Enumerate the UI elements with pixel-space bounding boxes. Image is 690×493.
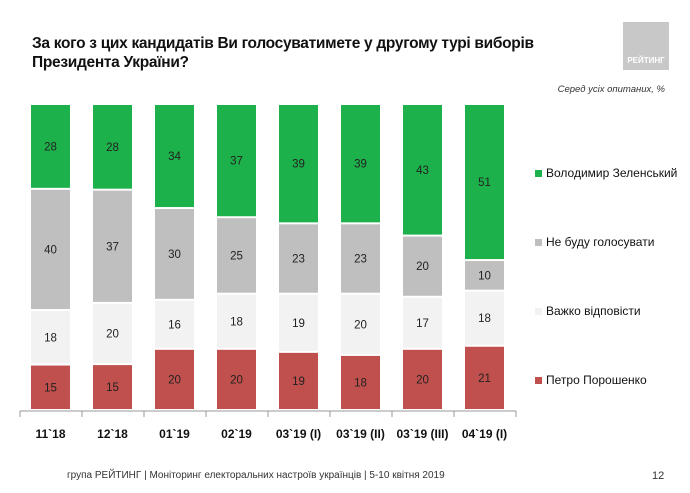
data-label: 20: [354, 319, 367, 331]
data-label: 34: [168, 151, 181, 163]
x-tick-label: 12`18: [97, 427, 128, 441]
data-label: 19: [292, 318, 305, 330]
bar-segment: [93, 303, 132, 364]
legend-item: Володимир Зеленський: [535, 166, 677, 180]
data-label: 16: [168, 319, 181, 331]
chart-note: Серед усіх опитаних, %: [557, 84, 665, 95]
legend-label: Володимир Зеленський: [546, 166, 678, 180]
x-tick-label: 11`18: [35, 427, 65, 441]
data-label: 43: [416, 165, 429, 177]
bar-segment: [155, 105, 194, 208]
x-tick-label: 04`19 (I): [462, 427, 507, 441]
bar-segment: [31, 105, 70, 188]
rating-logo: РЕЙТИНГ: [623, 22, 669, 70]
data-label: 28: [44, 141, 57, 153]
bar-segment: [155, 300, 194, 348]
legend-item: Важко відповісти: [535, 304, 641, 318]
legend-item: Не буду голосувати: [535, 235, 654, 249]
bar-segment: [217, 294, 256, 348]
data-label: 18: [478, 313, 491, 325]
data-label: 20: [106, 329, 119, 341]
data-label: 37: [230, 156, 243, 168]
bar-segment: [341, 355, 380, 409]
chart-title: За кого з цих кандидатів Ви голосуватиме…: [32, 35, 534, 71]
bar-segment: [279, 352, 318, 409]
bar-segment: [403, 297, 442, 348]
data-label: 15: [106, 382, 119, 394]
data-label: 30: [168, 249, 181, 261]
data-label: 18: [44, 332, 57, 344]
bar-segment: [341, 224, 380, 293]
bar-segment: [341, 105, 380, 223]
legend-label: Не буду голосувати: [546, 235, 655, 249]
data-label: 20: [416, 261, 429, 273]
bar-segment: [31, 189, 70, 310]
legend-item: Петро Порошенко: [535, 373, 647, 387]
footer-text: група РЕЙТИНГ | Моніторинг електоральних…: [67, 470, 445, 481]
legend-marker: [535, 307, 542, 315]
data-label: 23: [354, 254, 367, 266]
bar-segment: [93, 190, 132, 302]
bar-segment: [403, 105, 442, 235]
data-label: 20: [416, 374, 429, 386]
bar-segment: [465, 291, 504, 345]
x-tick-label: 01`19: [159, 427, 190, 441]
bar-segment: [279, 294, 318, 351]
data-label: 10: [478, 270, 491, 282]
bar-segment: [465, 261, 504, 290]
bar-segment: [155, 209, 194, 299]
bar-segment: [217, 349, 256, 409]
bar-segment: [279, 105, 318, 223]
x-tick-label: 02`19: [221, 427, 252, 441]
bar-segment: [465, 105, 504, 260]
data-label: 21: [478, 373, 491, 385]
legend-label: Петро Порошенко: [546, 373, 647, 387]
legend-label: Важко відповісти: [546, 304, 641, 318]
bar-segment: [217, 218, 256, 293]
x-tick-label: 03`19 (II): [336, 427, 385, 441]
bar-segment: [403, 349, 442, 409]
data-label: 17: [416, 318, 429, 330]
data-label: 20: [168, 374, 181, 386]
bar-segment: [465, 346, 504, 409]
data-label: 18: [230, 316, 243, 328]
bar-segment: [279, 224, 318, 293]
legend-marker: [535, 238, 542, 246]
data-label: 23: [292, 254, 305, 266]
bar-segment: [341, 294, 380, 354]
bar-segment: [155, 349, 194, 409]
data-label: 51: [478, 177, 491, 189]
bar-segment: [217, 105, 256, 217]
data-label: 40: [44, 244, 57, 256]
bar-segment: [31, 365, 70, 409]
data-label: 19: [292, 376, 305, 388]
data-label: 39: [354, 159, 367, 171]
data-label: 39: [292, 159, 305, 171]
logo-text: РЕЙТИНГ: [627, 56, 665, 65]
data-label: 28: [106, 142, 119, 154]
data-label: 15: [44, 382, 57, 394]
x-tick-label: 03`19 (III): [396, 427, 448, 441]
data-label: 37: [106, 241, 119, 253]
data-label: 20: [230, 374, 243, 386]
bar-segment: [31, 311, 70, 364]
x-tick-label: 03`19 (I): [276, 427, 321, 441]
legend-marker: [535, 376, 542, 384]
data-label: 18: [354, 377, 367, 389]
data-label: 25: [230, 250, 243, 262]
bar-segment: [403, 236, 442, 296]
page-number: 12: [652, 470, 665, 482]
bar-segment: [93, 105, 132, 189]
bar-segment: [93, 365, 132, 409]
legend-marker: [535, 169, 542, 177]
